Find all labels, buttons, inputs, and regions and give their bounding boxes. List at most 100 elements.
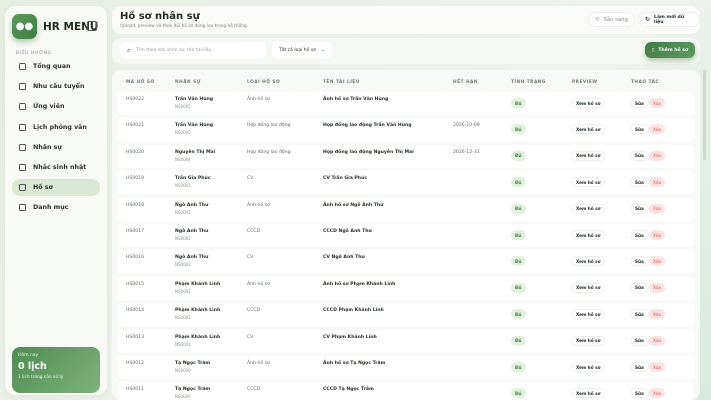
edit-button[interactable]: Sửa xyxy=(630,282,649,293)
edit-button[interactable]: Sửa xyxy=(630,203,649,214)
view-document-button[interactable]: Xem hồ sơ xyxy=(571,335,606,346)
edit-button[interactable]: Sửa xyxy=(630,177,649,188)
status-badge: Đủ xyxy=(511,282,526,293)
today-sub: 1 lịch trống cần xử lý xyxy=(18,375,64,380)
edit-button[interactable]: Sửa xyxy=(630,309,649,320)
delete-button[interactable]: Xóa xyxy=(649,124,665,135)
document-type: Ảnh hồ sơ xyxy=(247,361,270,366)
delete-button[interactable]: Xóa xyxy=(649,230,665,240)
sync-icon: ⟲ xyxy=(595,16,600,23)
table-row: HS0012 Tạ Ngọc Trâm NS0009 Ảnh hồ sơ Ảnh… xyxy=(118,356,694,379)
employee-name: Ngô Anh Thư xyxy=(175,255,209,261)
delete-button[interactable]: Xóa xyxy=(649,150,665,161)
employee-name: Ngô Anh Thư xyxy=(175,202,209,208)
delete-button[interactable]: Xóa xyxy=(649,388,665,399)
employee-code: NS0005 xyxy=(175,130,191,136)
status-text: Sẵn sàng xyxy=(603,16,628,23)
table-row: HS0022 Trần Văn Hùng NS0005 Ảnh hồ sơ Ản… xyxy=(118,92,694,115)
view-document-button[interactable]: Xem hồ sơ xyxy=(571,150,606,161)
sidebar-item-2[interactable]: Ứng viên xyxy=(12,98,100,115)
delete-button[interactable]: Xóa xyxy=(649,282,665,293)
edit-button[interactable]: Sửa xyxy=(630,256,649,267)
collapse-sidebar-icon[interactable] xyxy=(87,21,97,31)
status-badge: Đủ xyxy=(511,98,526,108)
document-type: CV xyxy=(247,255,254,261)
sidebar-item-label: Tổng quan xyxy=(33,63,71,70)
document-id: HS0012 xyxy=(126,361,145,366)
delete-button[interactable]: Xóa xyxy=(649,335,665,346)
sidebar-item-1[interactable]: Nhu cầu tuyển xyxy=(12,78,100,95)
search-input[interactable]: ⌕ Tìm theo mã nhân sự, tên tài liệu... xyxy=(120,42,266,59)
refresh-button[interactable]: ↻ Làm mới dữ liệu xyxy=(638,12,700,27)
employee-name: Trần Văn Hùng xyxy=(175,123,214,129)
delete-button[interactable]: Xóa xyxy=(649,177,665,188)
sidebar-item-4[interactable]: Nhân sự xyxy=(12,139,100,156)
edit-button[interactable]: Sửa xyxy=(630,362,649,372)
employee-name: Tạ Ngọc Trâm xyxy=(175,361,211,366)
view-document-button[interactable]: Xem hồ sơ xyxy=(571,388,606,399)
document-id: HS0019 xyxy=(126,176,145,182)
delete-button[interactable]: Xóa xyxy=(649,256,665,267)
edit-button[interactable]: Sửa xyxy=(630,98,649,108)
view-document-button[interactable]: Xem hồ sơ xyxy=(571,230,606,240)
sidebar-item-0[interactable]: Tổng quan xyxy=(12,58,100,75)
id-card-icon xyxy=(19,143,26,151)
sidebar-item-label: Nhân sự xyxy=(33,143,62,151)
add-document-button[interactable]: ▯ Thêm hồ sơ xyxy=(645,42,695,58)
sidebar-item-3[interactable]: Lịch phỏng vấn xyxy=(12,119,100,136)
sidebar-item-6[interactable]: Hồ sơ xyxy=(12,179,100,197)
delete-button[interactable]: Xóa xyxy=(649,98,665,108)
view-document-button[interactable]: Xem hồ sơ xyxy=(571,362,606,372)
filter-bar: ⌕ Tìm theo mã nhân sự, tên tài liệu... Tấ… xyxy=(112,38,700,64)
document-type: Hợp đồng lao động xyxy=(247,149,291,155)
chevron-down-icon: ⌄ xyxy=(321,48,325,53)
type-select[interactable]: Tất cả loại hồ sơ ⌄ xyxy=(272,42,332,59)
sidebar-item-label: Nhắc sinh nhật xyxy=(33,164,87,171)
view-document-button[interactable]: Xem hồ sơ xyxy=(571,177,606,188)
view-document-button[interactable]: Xem hồ sơ xyxy=(571,203,606,214)
file-plus-icon: ▯ xyxy=(651,47,655,53)
sidebar: ●● HR MENU ĐIỀU HƯỚNG Tổng quan Nhu cầu t… xyxy=(5,6,107,395)
today-value: 0 lịch xyxy=(18,361,47,372)
column-header: LOẠI HỒ SƠ xyxy=(247,80,281,85)
column-header: TÌNH TRẠNG xyxy=(511,80,546,85)
document-name: Ảnh hồ sơ Tạ Ngọc Trâm xyxy=(323,361,386,366)
status-badge: Đủ xyxy=(511,335,526,346)
document-name: Ảnh hồ sơ Trần Văn Hùng xyxy=(323,97,389,102)
view-document-button[interactable]: Xem hồ sơ xyxy=(571,309,606,320)
edit-button[interactable]: Sửa xyxy=(630,124,649,135)
edit-button[interactable]: Sửa xyxy=(630,230,649,240)
refresh-label: Làm mới dữ liệu xyxy=(654,14,685,25)
delete-button[interactable]: Xóa xyxy=(649,309,665,320)
employee-code: NS0005 xyxy=(175,104,191,109)
employee-code: NS0009 xyxy=(175,394,191,400)
document-type: Ảnh hồ sơ xyxy=(247,97,270,102)
status-badge: Đủ xyxy=(511,203,526,214)
sidebar-item-7[interactable]: Danh mục xyxy=(12,199,100,216)
folder-icon xyxy=(19,184,26,192)
document-type: CCCD xyxy=(247,308,261,314)
document-type: Ảnh hồ sơ xyxy=(247,202,270,208)
view-document-button[interactable]: Xem hồ sơ xyxy=(571,98,606,108)
document-name: CV Ngô Anh Thư xyxy=(323,255,365,261)
edit-button[interactable]: Sửa xyxy=(630,388,649,399)
delete-button[interactable]: Xóa xyxy=(649,362,665,372)
edit-button[interactable]: Sửa xyxy=(630,335,649,346)
search-icon: ⌕ xyxy=(127,46,131,54)
view-document-button[interactable]: Xem hồ sơ xyxy=(571,256,606,267)
sidebar-item-5[interactable]: Nhắc sinh nhật xyxy=(12,159,100,176)
view-document-button[interactable]: Xem hồ sơ xyxy=(571,282,606,293)
today-label: Hôm nay xyxy=(18,353,39,358)
table-row: HS0018 Ngô Anh Thư NS0002 Ảnh hồ sơ Ảnh … xyxy=(118,197,694,221)
delete-button[interactable]: Xóa xyxy=(649,203,665,214)
grid-icon xyxy=(19,204,26,212)
edit-button[interactable]: Sửa xyxy=(630,150,649,161)
document-id: HS0022 xyxy=(126,97,145,102)
document-name: CV Phạm Khánh Linh xyxy=(323,334,377,340)
page-title: Hồ sơ nhân sự xyxy=(120,11,200,22)
employee-name: Phạm Khánh Linh xyxy=(175,281,221,287)
column-header: MÃ HỒ SƠ xyxy=(126,80,155,85)
status-badge: Đủ xyxy=(511,150,526,161)
view-document-button[interactable]: Xem hồ sơ xyxy=(571,124,606,135)
scrollbar[interactable] xyxy=(703,70,706,160)
